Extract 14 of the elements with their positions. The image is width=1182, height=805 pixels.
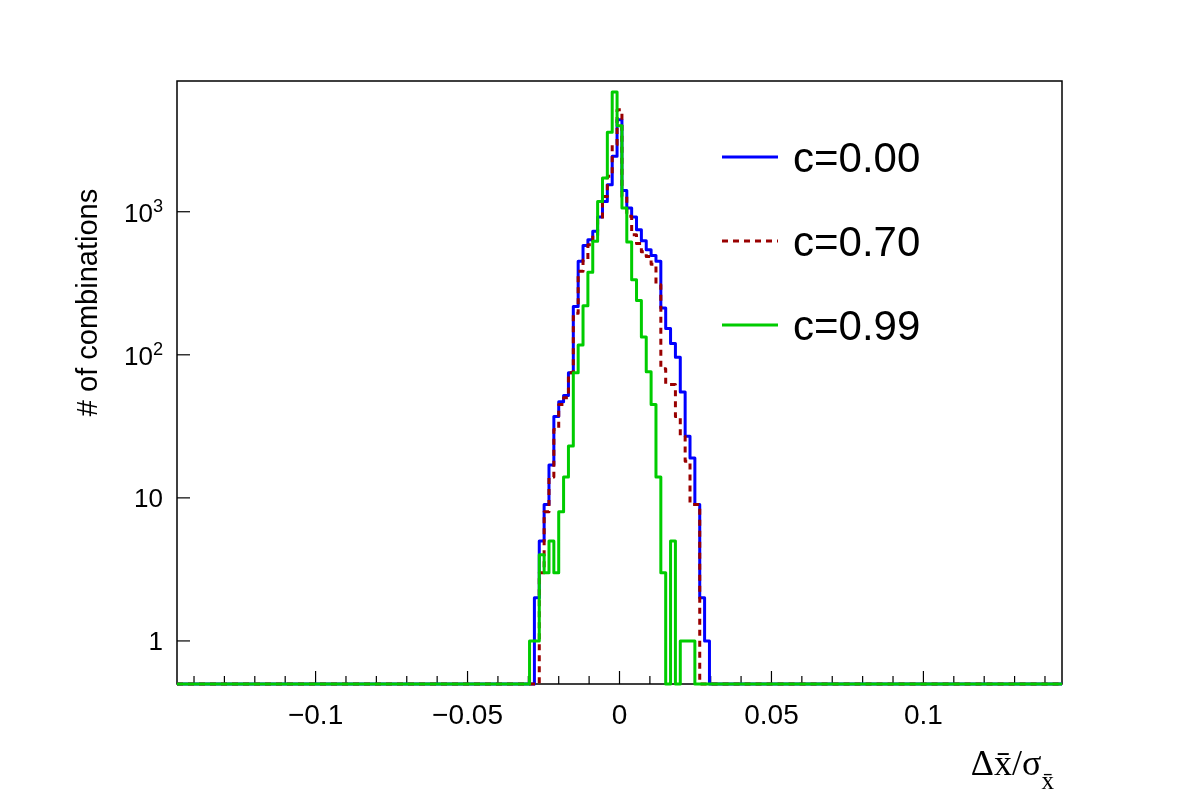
x-tick-label: 0.05	[744, 699, 799, 730]
y-tick-label: 10$^{2}$	[123, 338, 163, 371]
x-tick-label: 0	[611, 699, 628, 730]
x-tick-label: −0.1	[287, 699, 344, 730]
x-axis-title: Δx̄/σ$_{x̄}$	[970, 743, 1055, 794]
y-tick-label: 1	[148, 625, 163, 656]
y-axis-title: # of combinations	[71, 188, 103, 417]
legend-label: c=0.70	[793, 218, 921, 265]
x-tick-label: 0.1	[903, 699, 943, 730]
legend-label: c=0.99	[793, 302, 921, 349]
y-tick-label: 10	[134, 482, 163, 513]
x-tick-label: −0.05	[432, 699, 503, 730]
legend-label: c=0.00	[793, 134, 921, 181]
y-tick-label: 10$^{3}$	[123, 195, 163, 228]
